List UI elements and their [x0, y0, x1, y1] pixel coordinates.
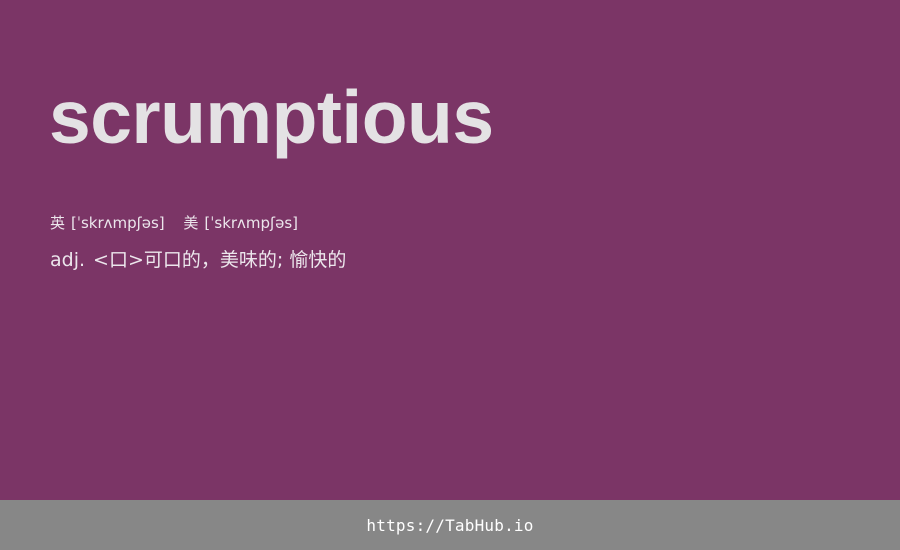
part-of-speech: adj.: [50, 249, 86, 271]
definition-text: <口>可口的，美味的; 愉快的: [93, 249, 347, 271]
phonetic-region-label: 美: [183, 214, 199, 232]
phonetics-row: 英 [ˈskrʌmpʃəs] 美 [ˈskrʌmpʃəs]: [50, 212, 298, 234]
definition: adj. <口>可口的，美味的; 愉快的: [50, 246, 346, 274]
word-card: scrumptious 英 [ˈskrʌmpʃəs] 美 [ˈskrʌmpʃəs] …: [49, 75, 495, 274]
phonetic-uk: 英 [ˈskrʌmpʃəs]: [50, 212, 165, 234]
footer-bar: https://TabHub.io: [0, 500, 900, 550]
phonetic-ipa: [ˈskrʌmpʃəs]: [71, 214, 165, 232]
phonetic-region-label: 英: [50, 214, 66, 232]
phonetic-ipa: [ˈskrʌmpʃəs]: [204, 214, 298, 232]
footer-link[interactable]: https://TabHub.io: [366, 515, 534, 535]
phonetic-us: 美 [ˈskrʌmpʃəs]: [183, 212, 298, 234]
word-title: scrumptious: [49, 75, 494, 159]
